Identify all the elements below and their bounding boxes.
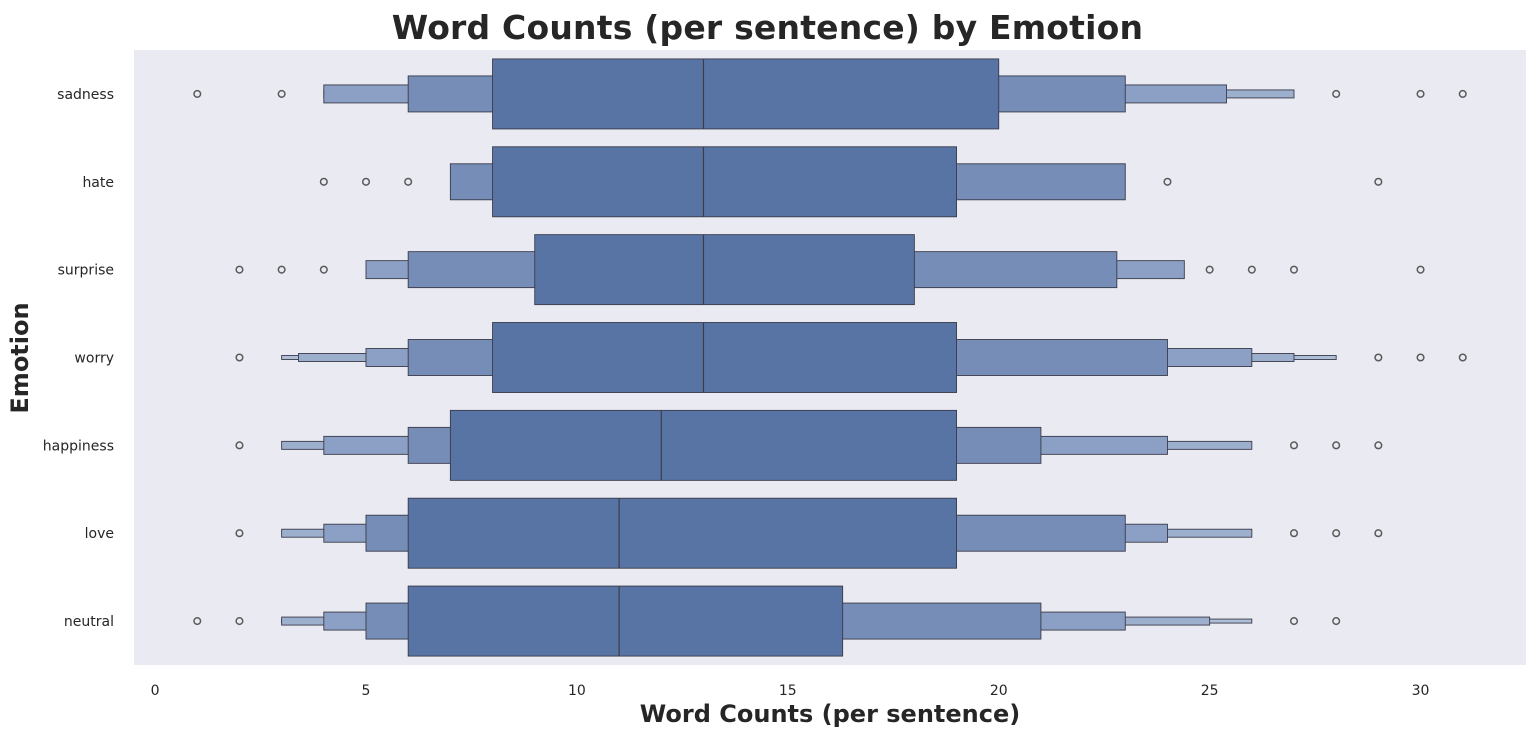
boxen-group-happiness [235,409,1383,481]
boxen-box [492,146,957,218]
y-tick-label: neutral [64,614,114,630]
boxen-box [492,322,957,393]
outlier-point [361,177,371,186]
outlier-point [1289,265,1299,274]
outlier-point [1458,89,1467,98]
outlier-point [1416,89,1425,98]
y-tick-label: hate [82,175,114,191]
outlier-point [1458,353,1467,362]
boxen-group-love [235,497,1383,569]
y-tick-label: surprise [58,263,114,279]
outlier-point [235,353,244,362]
x-tick-label: 0 [151,683,160,699]
outlier-point [1374,529,1383,538]
outlier-point [193,617,202,626]
outlier-point [319,177,328,186]
outlier-point [404,177,413,186]
boxen-group-neutral [193,585,1341,657]
outlier-point [277,265,286,274]
outlier-point [1289,441,1299,450]
boxen-group-worry [235,322,1467,393]
x-tick-label: 25 [1201,683,1219,699]
outlier-point [235,441,244,450]
outlier-point [1205,265,1214,274]
boxen-box [407,585,844,657]
outlier-point [1289,617,1299,626]
boxen-box [492,58,1000,130]
boxen-group-surprise [235,234,1425,306]
x-tick-label: 15 [779,683,797,699]
outlier-point [319,265,328,274]
boxen-group-sadness [193,58,1467,130]
x-tick-label: 30 [1412,683,1430,699]
outlier-point [1289,529,1299,538]
x-tick-labels: 0 5 10 15 20 25 30 [151,683,1430,699]
outlier-point [1374,177,1383,186]
outlier-point [277,89,286,98]
outlier-point [1332,441,1341,450]
y-tick-label: worry [74,351,114,367]
chart-title: Word Counts (per sentence) by Emotion [391,8,1144,47]
outlier-point [1163,177,1172,186]
chart-marks [193,58,1467,657]
outlier-point [1332,529,1341,538]
x-tick-label: 10 [568,683,586,699]
boxen-box [534,234,915,306]
y-tick-label: love [85,526,114,542]
outlier-point [193,89,202,98]
outlier-point [235,617,244,626]
outlier-point [1374,441,1383,450]
x-tick-label: 20 [990,683,1008,699]
outlier-point [1247,265,1256,274]
outlier-point [235,265,244,274]
outlier-point [235,529,244,538]
outlier-point [1416,265,1425,274]
boxen-box [449,409,957,481]
y-tick-label: sadness [57,87,114,103]
outlier-point [1332,89,1341,98]
boxen-box [407,497,957,569]
y-axis-label: Emotion [6,302,34,414]
outlier-point [1374,353,1383,362]
y-tick-labels: sadness hate surprise worry happiness love neu… [43,87,114,630]
x-tick-label: 5 [362,683,371,699]
outlier-point [1416,353,1425,362]
boxen-group-hate [319,146,1383,218]
y-tick-label: happiness [43,438,114,454]
outlier-point [1332,617,1341,626]
x-axis-label: Word Counts (per sentence) [639,700,1021,728]
